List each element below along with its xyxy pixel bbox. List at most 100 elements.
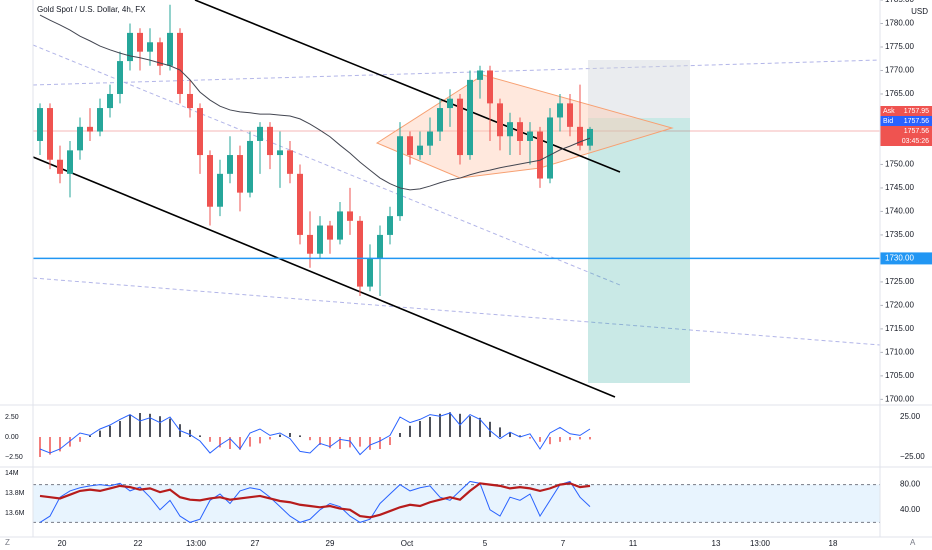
candle-body [267,126,273,156]
y-tick-label: 1735.00 [885,230,914,239]
candle-body [137,32,143,52]
hline-label: 1730.00 [885,254,914,263]
price-tag-value: 1757.95 [904,108,929,115]
macd-y2-tick-label: 25.00 [900,412,921,421]
dashed-trend [33,59,880,86]
y-tick-label: 1720.00 [885,301,914,310]
position-target [588,118,690,383]
candle-body [167,32,173,66]
x-tick-label: 13:00 [186,539,207,548]
y-tick-label: 1780.00 [885,19,914,28]
stoch-left-tick-label: 13.8M [5,490,25,497]
candle-body [467,79,473,156]
stoch-tick-label: 40.00 [900,505,921,514]
candle-body [427,131,433,146]
y-tick-label: 1745.00 [885,183,914,192]
macd-tick-label: −2.50 [5,454,23,461]
price-tag [880,106,932,116]
candle-body [547,117,553,179]
candle-body [287,150,293,174]
candle-body [507,122,513,137]
dashed-trend [33,277,880,346]
y-tick-label: 1715.00 [885,324,914,333]
y-tick-label: 1765.00 [885,89,914,98]
candle-body [47,108,53,160]
candle-body [37,108,43,141]
candle-body [457,98,463,156]
stoch-left-tick-label: 14M [5,470,19,477]
candle-body [377,234,383,259]
y-tick-label: 1725.00 [885,277,914,286]
plot: 1785.00 1780.00 1775.00 1770.00 1765.00 1750.… [5,0,932,548]
candle-body [337,211,343,240]
stoch-band [33,484,880,523]
candle-body [107,93,113,109]
candle-body [317,225,323,254]
y-tick-label: 1785.00 [885,0,914,4]
candle-body [187,93,193,109]
icon-z: Z [5,538,10,547]
candle-body [87,126,93,132]
y-tick-label: 1770.00 [885,66,914,75]
y-tick-label: 1775.00 [885,42,914,51]
candle-body [227,155,233,174]
x-tick-label: 20 [58,539,67,548]
hline-tag [880,252,932,265]
candle-body [327,225,333,240]
stoch-tick-label: 80.00 [900,480,921,489]
candle-body [517,122,523,141]
candle-body [127,32,133,62]
dashed-trend [33,44,621,286]
countdown: 03:45:26 [902,138,929,145]
candle-body [247,140,253,193]
x-tick-label: 27 [251,539,260,548]
candle-body [277,150,283,156]
stoch-left-tick-label: 13.6M [5,510,25,517]
y-tick-label: 1710.00 [885,347,914,356]
candle-body [117,61,123,94]
candle-body [297,173,303,235]
candle-body [587,128,593,146]
candle-body [497,103,503,137]
currency: USD [911,7,928,16]
candle-body [57,159,63,174]
candle-body [347,211,353,221]
chart-title: Gold Spot / U.S. Dollar, 4h, FX [37,5,146,14]
candle-body [557,103,563,118]
x-tick-label: 18 [829,539,838,548]
candle-body [407,136,413,156]
candle-body [397,136,403,217]
candle-body [477,70,483,80]
macd-tick-label: 2.50 [5,414,19,421]
position-stop [588,60,690,118]
x-tick-label: 11 [629,539,638,548]
price-tag-name: Ask [883,108,895,115]
macd-line [39,412,591,456]
candle-body [437,108,443,132]
y-tick-label: 1705.00 [885,371,914,380]
candle-body [67,150,73,174]
candle-body [527,131,533,141]
macd-y2-tick-label: −25.00 [900,452,925,461]
x-tick-label: 29 [326,539,335,548]
moving-average [39,14,591,191]
candle-body [577,126,583,146]
price-tag [880,116,932,126]
last-tag [880,126,932,146]
price-tag-name: Bid [883,118,893,125]
candle-body [367,258,373,287]
x-tick-label: 13 [712,539,721,548]
y-tick-label: 1740.00 [885,207,914,216]
x-tick-label: Oct [401,539,414,548]
candle-body [207,155,213,207]
candle-body [217,173,223,207]
icon-auto: A [910,538,916,547]
candle-body [357,220,363,287]
candle-body [77,126,83,151]
candles [37,4,593,296]
price-tag-value: 1757.56 [904,118,929,125]
candle-body [307,234,313,254]
stoch-blue [39,480,591,523]
